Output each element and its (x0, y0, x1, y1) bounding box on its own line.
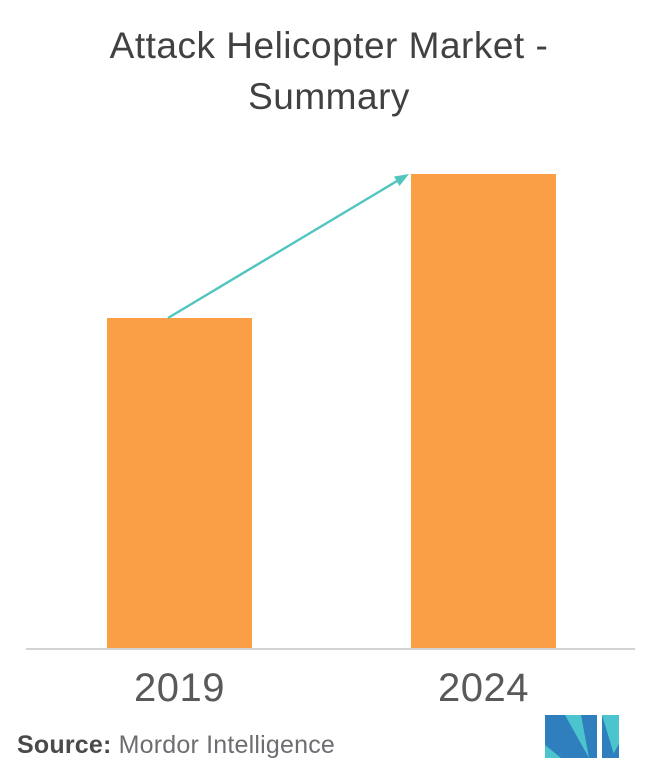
bar-2019 (107, 318, 252, 648)
x-axis-label-2024: 2024 (438, 666, 529, 710)
bar-2024 (411, 174, 556, 648)
chart-title-line2: Summary (248, 76, 410, 117)
source-text: Mordor Intelligence (111, 731, 336, 759)
mordor-intelligence-logo (545, 715, 619, 758)
source-label: Source: (17, 731, 112, 759)
x-axis-label-2019: 2019 (134, 666, 225, 710)
chart-title-line1: Attack Helicopter Market - (109, 25, 549, 66)
x-axis-line (26, 648, 635, 650)
source-attribution: Source: Mordor Intelligence (17, 731, 335, 760)
chart-title: Attack Helicopter Market - Summary (0, 20, 658, 122)
